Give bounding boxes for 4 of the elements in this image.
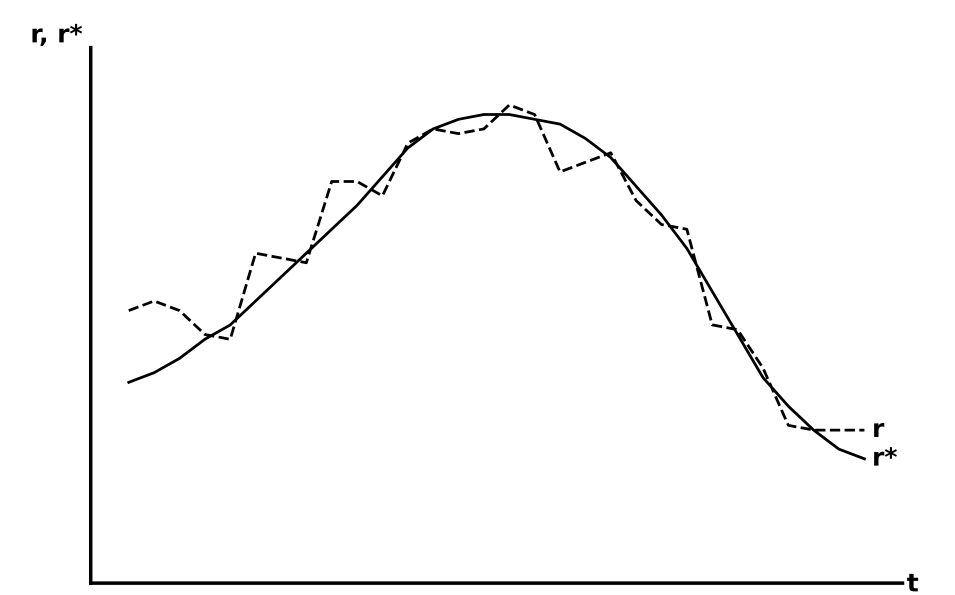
y-axis-title: r, r*: [32, 24, 82, 46]
x-axis-title: t: [907, 574, 918, 592]
series-label: r*: [874, 447, 897, 466]
series-label: r: [874, 423, 884, 437]
